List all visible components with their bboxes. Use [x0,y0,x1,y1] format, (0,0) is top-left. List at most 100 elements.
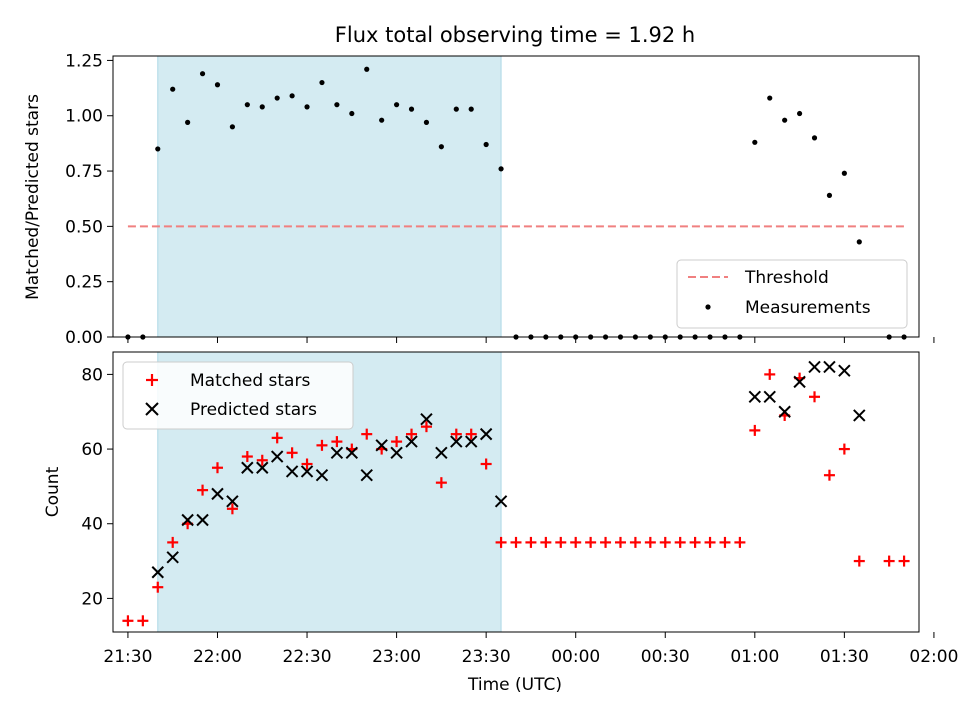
matched-star-point [764,368,776,380]
x-tick-label: 01:00 [730,647,779,667]
matched-star-point [197,484,209,496]
measurement-point [826,192,833,198]
predicted-star-point [435,446,448,460]
predicted-star-point [778,405,791,418]
x-tick-label: 02:00 [909,647,958,667]
measurement-point [752,139,758,145]
bottom-panel: 20 40 60 80 21:30 22:00 22:30 23:00 23:30 00:00 0… [43,351,958,695]
measurement-point [289,93,295,99]
measurement-point [483,141,489,148]
predicted-star-point [345,446,359,460]
bottom-y-axis: 20 40 60 80 [81,365,113,609]
predicted-star-point [390,446,403,460]
x-tick-label: 23:30 [462,647,511,667]
legend-predicted-swatch [145,402,159,416]
legend-threshold-label: Threshold [744,268,829,288]
bottom-y-tick-label: 80 [81,365,103,385]
matched-star-point [853,555,865,567]
predicted-star-point [808,360,821,374]
measurement-point [856,239,862,245]
matched-star-point [614,536,626,548]
predicted-star-point [270,450,284,463]
measurement-point [811,135,818,141]
legend-measurements-label: Measurements [745,298,871,318]
matched-star-point [838,443,850,455]
matched-star-point [749,424,761,436]
measurement-point [498,166,504,172]
predicted-star-point [151,566,164,579]
measurements-series [125,66,907,340]
legend-matched-swatch [146,374,158,386]
x-tick-label: 01:30 [820,647,869,667]
x-tick-label: 22:30 [283,647,332,667]
top-y-tick-label: 1.25 [65,51,103,71]
matched-star-point [211,462,223,474]
matched-star-point [301,458,313,470]
top-y-axis: 0.00 0.25 0.50 0.75 1.00 1.25 [65,51,113,348]
measurement-point [304,104,310,110]
x-tick-label: 00:30 [641,647,690,667]
matched-star-point [525,536,537,548]
bottom-y-tick-label: 40 [81,515,103,535]
x-tick-label: 23:00 [372,647,421,667]
matched-star-point [271,432,283,444]
top-panel: 0.00 0.25 0.50 0.75 1.00 1.25 Matched/Predict… [23,51,935,348]
matched-star-point [152,581,164,593]
matched-star-point [659,536,671,548]
bottom-x-axis: 21:30 22:00 22:30 23:00 23:30 00:00 00:30 01:00… [103,632,958,667]
predicted-star-point [420,412,433,426]
bottom-y-tick-label: 20 [81,589,103,609]
measurement-point [259,104,265,110]
measurement-point [408,106,415,112]
x-axis-label: Time (UTC) [467,675,562,695]
bottom-legend-box [122,361,354,430]
measurement-point [349,110,355,117]
measurement-point [199,71,206,77]
measurement-point [468,106,474,112]
matched-star-point [704,536,716,548]
matched-star-point [391,436,403,448]
matched-star-point [510,536,522,548]
top-y-tick-label: 1.00 [65,107,103,127]
measurement-point [453,106,459,112]
predicted-star-point [465,435,478,448]
measurement-point [393,102,400,108]
matched-star-point [420,421,432,433]
measurement-point [334,102,340,108]
matched-star-point [719,536,731,548]
matched-stars-series [122,368,910,627]
predicted-star-point [285,465,299,478]
predicted-star-point [450,435,463,448]
matched-star-point [883,555,895,567]
measurement-point [214,82,221,88]
matched-star-point [555,536,567,548]
predicted-star-point [479,427,493,441]
matched-star-point [689,536,701,548]
measurement-point [767,95,773,101]
matched-star-point [898,555,910,567]
legend-predicted-label: Predicted stars [190,400,317,420]
matched-star-point [540,536,552,548]
predicted-star-point [196,513,209,527]
matched-star-point [137,615,149,627]
measurement-point [229,124,236,130]
predicted-star-point [211,487,224,501]
top-y-tick-label: 0.75 [65,162,103,182]
predicted-star-point [748,390,762,404]
matched-star-point [241,451,253,463]
predicted-star-point [494,495,508,508]
measurement-point [364,66,370,72]
chart-title: Flux total observing time = 1.92 h [335,23,695,47]
matched-star-point [256,454,268,466]
measurement-point [379,117,385,123]
matched-star-point [465,428,477,440]
matched-star-point [316,439,328,451]
matched-star-point [495,536,507,548]
bottom-y-tick-label: 60 [81,440,103,460]
top-y-axis-label: Matched/Predicted stars [23,94,43,300]
measurement-point [244,102,250,108]
matched-star-point [644,536,656,548]
matched-star-point [435,477,447,489]
measurement-point [782,117,788,123]
